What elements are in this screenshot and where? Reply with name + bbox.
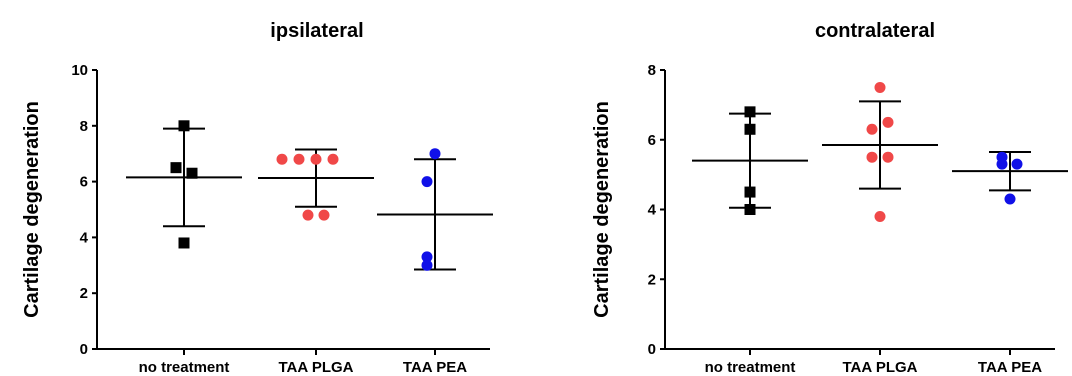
data-point-circle (874, 81, 886, 93)
y-axis-label: Cartilage degeneration (591, 101, 613, 318)
data-point-circle (996, 158, 1008, 170)
x-tick-label: no treatment (139, 359, 230, 376)
x-tick-label: no treatment (705, 359, 796, 376)
data-point-square (186, 167, 198, 179)
data-point-circle (421, 176, 433, 188)
data-point-square (178, 237, 190, 249)
data-point-circle (302, 209, 314, 221)
data-point-square (178, 120, 190, 132)
data-point-circle (866, 151, 878, 163)
y-tick-label: 0 (80, 341, 88, 358)
chart-panel-1: ipsilateral Cartilage degeneration 0 2 4 6 8 10… (21, 20, 493, 376)
data-point-square (744, 186, 756, 198)
y-tick-label: 10 (71, 62, 88, 79)
data-point-circle (874, 210, 886, 222)
chart-title: contralateral (815, 20, 935, 42)
data-point-circle (882, 151, 894, 163)
x-tick-label: TAA PLGA (843, 359, 918, 376)
data-point-circle (421, 251, 433, 263)
data-point-circle (1011, 158, 1023, 170)
y-tick-label: 8 (648, 62, 656, 79)
data-point-circle (327, 153, 339, 165)
y-tick-label: 2 (80, 285, 88, 302)
y-tick-label: 4 (80, 229, 89, 246)
data-point-square (744, 204, 756, 215)
chart-title: ipsilateral (270, 20, 363, 42)
data-point-circle (293, 153, 305, 165)
x-tick-label: TAA PLGA (279, 359, 354, 376)
y-tick-label: 6 (648, 132, 656, 149)
chart-panel-2: contralateral Cartilage degeneration 0 2 4 6 8… (591, 20, 1068, 376)
data-point-circle (318, 209, 330, 221)
data-point-circle (1004, 193, 1016, 205)
data-point-circle (421, 259, 433, 271)
y-tick-label: 6 (80, 174, 88, 191)
x-tick-label: TAA PEA (403, 359, 467, 376)
data-point-square (744, 106, 756, 118)
data-point-circle (866, 123, 878, 135)
data-point-circle (882, 116, 894, 128)
data-point-circle (276, 153, 288, 165)
y-tick-label: 0 (648, 341, 656, 358)
data-point-square (744, 123, 756, 135)
data-point-square (170, 162, 182, 174)
data-point-circle (429, 148, 441, 160)
x-tick-label: TAA PEA (978, 359, 1042, 376)
y-axis-label: Cartilage degeneration (21, 101, 43, 318)
y-tick-label: 8 (80, 118, 88, 135)
y-tick-label: 4 (648, 202, 657, 219)
y-tick-label: 2 (648, 271, 656, 288)
data-point-circle (310, 153, 322, 165)
